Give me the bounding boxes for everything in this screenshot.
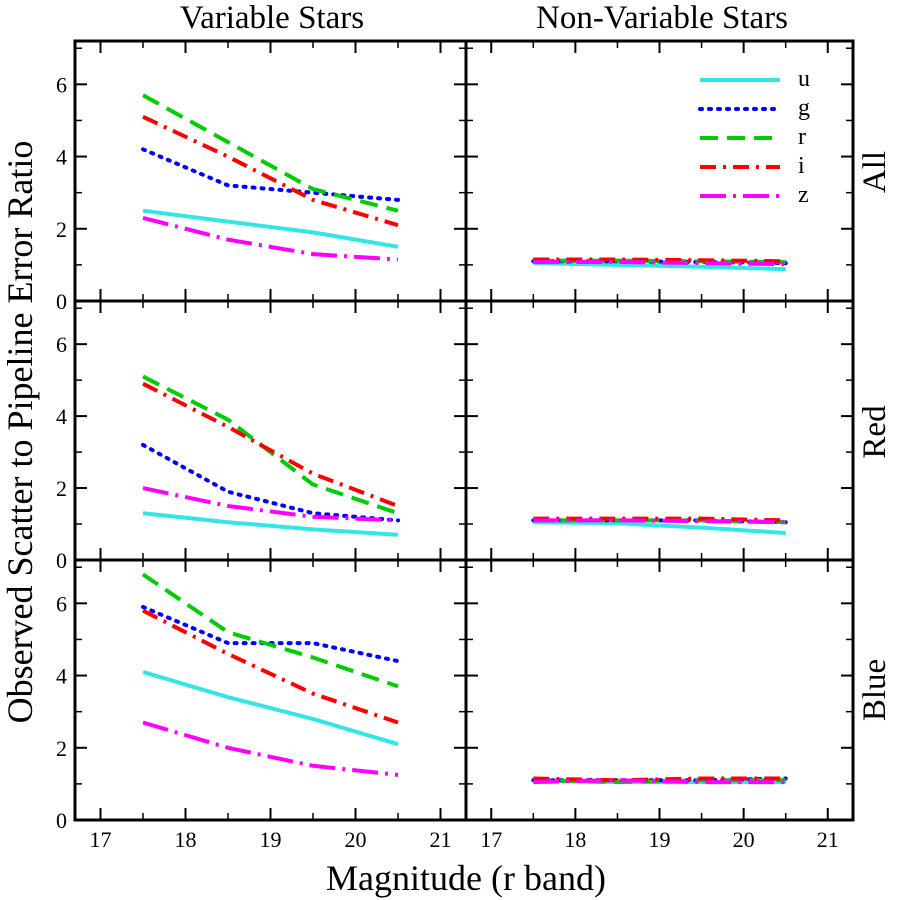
panels bbox=[73, 39, 855, 822]
panel-red-variable bbox=[73, 299, 468, 562]
y-tick-label: 4 bbox=[56, 145, 67, 170]
x-tick-label: 17 bbox=[90, 827, 112, 852]
panel-all-non-variable bbox=[464, 39, 855, 303]
x-tick-label: 19 bbox=[260, 827, 282, 852]
series-line-g bbox=[141, 442, 400, 523]
series-line-u bbox=[142, 208, 399, 249]
series-line-i bbox=[142, 608, 399, 725]
y-tick-label: 2 bbox=[56, 217, 67, 242]
series-line-u bbox=[533, 520, 786, 535]
legend-label-r: r bbox=[798, 124, 806, 150]
series-line-i bbox=[533, 776, 786, 783]
panel-blue-non-variable bbox=[464, 558, 855, 822]
series-line-g bbox=[141, 604, 400, 664]
row-label-red: Red bbox=[857, 405, 893, 459]
x-tick-label: 19 bbox=[649, 827, 671, 852]
series-line-i bbox=[533, 257, 786, 264]
series-line-i bbox=[142, 381, 399, 508]
panel-all-variable bbox=[73, 39, 468, 303]
column-title-non-variable: Non-Variable Stars bbox=[536, 0, 788, 36]
y-tick-label: 0 bbox=[56, 289, 67, 314]
x-tick-label: 21 bbox=[430, 827, 452, 852]
series-line-u bbox=[142, 511, 399, 537]
x-tick-label: 18 bbox=[175, 827, 197, 852]
tick-labels: 0 2 4 6 0 2 4 6 0 2 4 6 17 18 19 20 21 17 18 19 20 21 bbox=[56, 72, 839, 852]
y-axis-title: Observed Scatter to Pipeline Error Ratio bbox=[0, 141, 40, 724]
series-line-i bbox=[533, 516, 786, 523]
x-tick-label: 20 bbox=[345, 827, 367, 852]
row-label-blue: Blue bbox=[857, 659, 893, 721]
series-line-r bbox=[142, 93, 399, 213]
series-line-i bbox=[142, 114, 399, 228]
legend-label-g: g bbox=[798, 95, 810, 121]
panel-red-non-variable bbox=[464, 299, 855, 562]
panel-frame bbox=[73, 558, 468, 822]
panel-blue-variable bbox=[73, 558, 468, 822]
series-line-r bbox=[141, 572, 399, 689]
y-tick-label: 2 bbox=[56, 476, 67, 501]
series-line-z bbox=[142, 720, 399, 777]
series-line-u bbox=[533, 261, 786, 272]
series-line-g bbox=[141, 147, 400, 202]
series-line-z bbox=[142, 215, 399, 262]
series-line-z bbox=[142, 486, 399, 523]
y-tick-label: 6 bbox=[56, 591, 67, 616]
column-title-variable: Variable Stars bbox=[180, 0, 364, 36]
y-tick-label: 0 bbox=[56, 808, 67, 833]
series-line-u bbox=[142, 669, 399, 747]
x-axis-title: Magnitude (r band) bbox=[326, 858, 606, 898]
y-tick-label: 4 bbox=[56, 404, 67, 429]
y-tick-label: 2 bbox=[56, 736, 67, 761]
y-tick-label: 4 bbox=[56, 664, 67, 689]
panel-frame bbox=[73, 299, 468, 562]
legend-label-u: u bbox=[798, 66, 810, 92]
legend-label-i: i bbox=[798, 153, 805, 179]
panel-frame bbox=[73, 39, 468, 303]
y-tick-label: 6 bbox=[56, 332, 67, 357]
y-tick-label: 6 bbox=[56, 72, 67, 97]
y-tick-label: 0 bbox=[56, 548, 67, 573]
row-label-all: All bbox=[857, 151, 893, 193]
x-tick-label: 18 bbox=[564, 827, 586, 852]
x-tick-label: 17 bbox=[480, 827, 502, 852]
x-tick-label: 20 bbox=[733, 827, 755, 852]
x-tick-label: 21 bbox=[817, 827, 839, 852]
legend-label-z: z bbox=[798, 182, 809, 208]
